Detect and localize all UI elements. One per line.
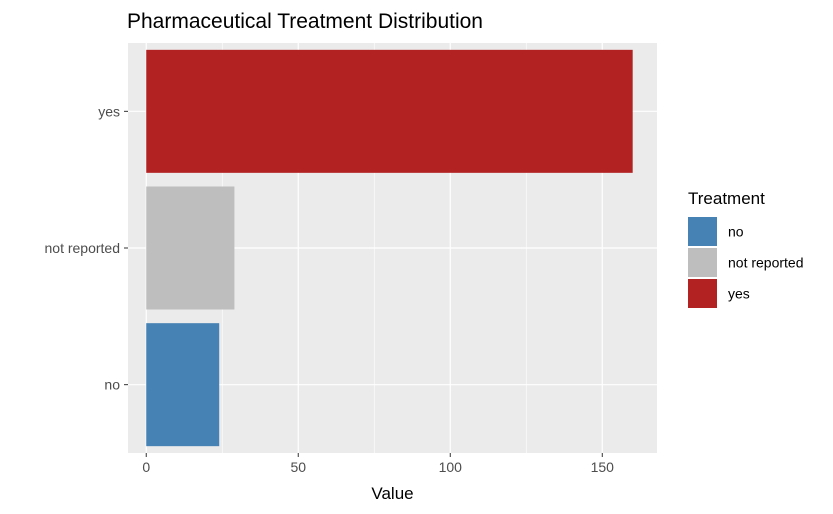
legend-label: not reported (728, 255, 804, 271)
x-axis-title: Value (371, 484, 413, 503)
x-tick-label: 150 (591, 459, 615, 475)
legend-label: no (728, 224, 744, 240)
y-axis: no not reported yes (45, 103, 128, 393)
legend-label: yes (728, 286, 750, 302)
bar-not-reported (146, 186, 235, 310)
legend-items: no not reported yes (688, 217, 804, 308)
chart-title: Pharmaceutical Treatment Distribution (127, 10, 483, 33)
bar-yes (146, 49, 633, 173)
legend: Treatment no not reported yes (688, 189, 804, 308)
y-tick-label: no (104, 377, 120, 393)
x-axis: 0 50 100 150 (142, 453, 614, 475)
bars (146, 49, 633, 447)
x-tick-label: 50 (290, 459, 306, 475)
bar-no (146, 323, 220, 447)
legend-key-no (688, 217, 717, 246)
x-tick-label: 0 (142, 459, 150, 475)
x-tick-label: 100 (439, 459, 463, 475)
y-tick-label: yes (98, 103, 120, 119)
legend-title: Treatment (688, 189, 765, 208)
legend-key-yes (688, 279, 717, 308)
y-tick-label: not reported (45, 240, 121, 256)
legend-key-not-reported (688, 248, 717, 277)
